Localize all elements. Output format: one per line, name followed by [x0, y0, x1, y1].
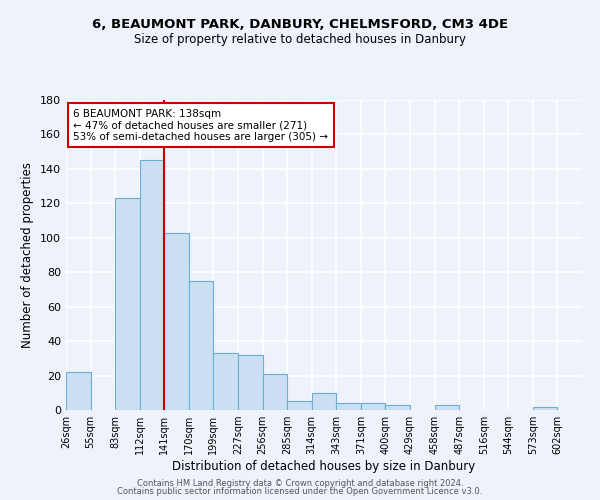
Y-axis label: Number of detached properties: Number of detached properties	[22, 162, 34, 348]
X-axis label: Distribution of detached houses by size in Danbury: Distribution of detached houses by size …	[172, 460, 476, 473]
Text: Contains HM Land Registry data © Crown copyright and database right 2024.: Contains HM Land Registry data © Crown c…	[137, 478, 463, 488]
Bar	[263, 374, 287, 410]
Text: Size of property relative to detached houses in Danbury: Size of property relative to detached ho…	[134, 32, 466, 46]
Bar	[287, 402, 312, 410]
Bar	[140, 160, 164, 410]
Bar	[312, 393, 336, 410]
Bar	[115, 198, 140, 410]
Bar	[214, 353, 238, 410]
Bar	[336, 403, 361, 410]
Text: 6, BEAUMONT PARK, DANBURY, CHELMSFORD, CM3 4DE: 6, BEAUMONT PARK, DANBURY, CHELMSFORD, C…	[92, 18, 508, 30]
Bar	[361, 403, 385, 410]
Bar	[189, 281, 214, 410]
Bar	[66, 372, 91, 410]
Bar	[434, 405, 459, 410]
Text: Contains public sector information licensed under the Open Government Licence v3: Contains public sector information licen…	[118, 487, 482, 496]
Bar	[533, 406, 557, 410]
Text: 6 BEAUMONT PARK: 138sqm
← 47% of detached houses are smaller (271)
53% of semi-d: 6 BEAUMONT PARK: 138sqm ← 47% of detache…	[73, 108, 328, 142]
Bar	[164, 232, 189, 410]
Bar	[238, 355, 263, 410]
Bar	[385, 405, 410, 410]
